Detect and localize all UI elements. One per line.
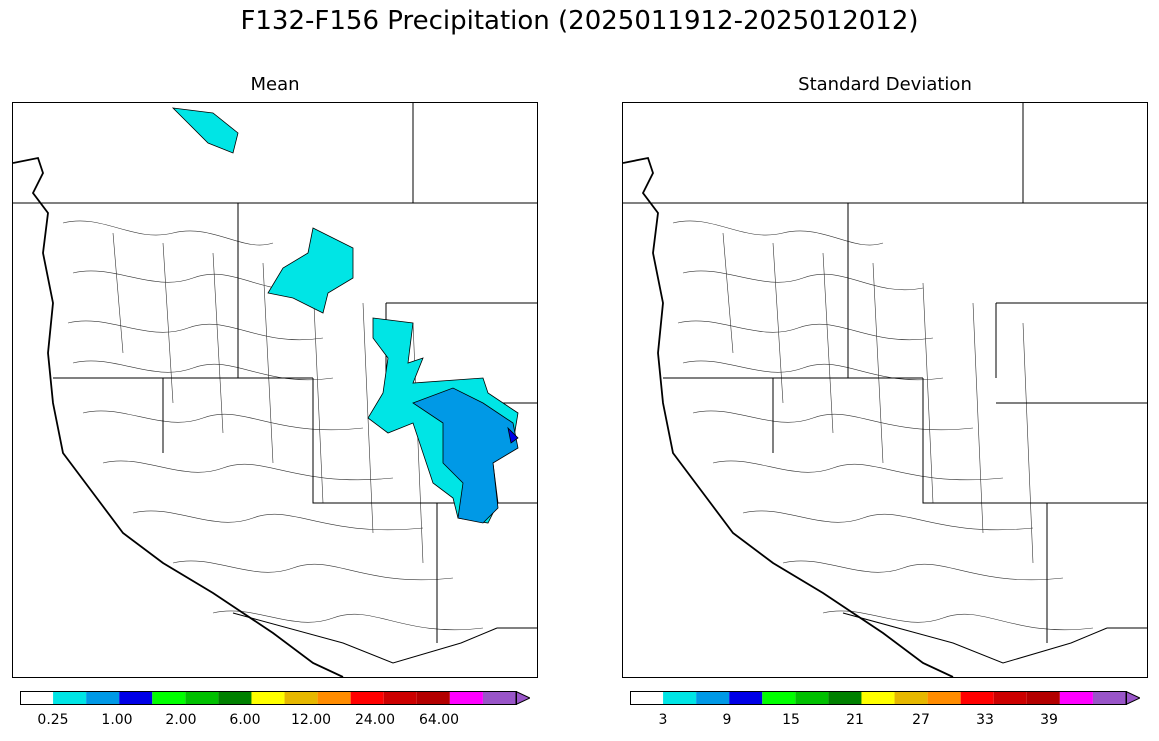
stddev-colorbar-swatch	[729, 691, 763, 705]
stddev-colorbar-swatch	[861, 691, 895, 705]
mean-colorbar-outline	[20, 691, 517, 705]
stddev-panel-title: Standard Deviation	[798, 74, 972, 95]
mean-colorbar-swatch	[86, 691, 120, 705]
stddev-map	[622, 102, 1148, 678]
mean-colorbar-tick-label: 6.00	[229, 712, 261, 728]
stddev-colorbar-swatch	[795, 691, 829, 705]
mean-colorbar-swatch	[317, 691, 351, 705]
mean-colorbar-tick-label: 64.00	[418, 712, 460, 728]
stddev-colorbar-swatch	[663, 691, 697, 705]
mean-colorbar-tick-label: 1.00	[101, 712, 133, 728]
stddev-colorbar-outline	[630, 691, 1127, 705]
mean-colorbar-tick-label: 12.00	[290, 712, 332, 728]
mean-colorbar-swatch	[218, 691, 252, 705]
mean-colorbar-swatch	[251, 691, 285, 705]
stddev-colorbar-tick-label: 27	[912, 712, 930, 728]
mean-colorbar-swatch	[53, 691, 87, 705]
stddev-colorbar-swatch	[960, 691, 994, 705]
mean-panel-title: Mean	[250, 74, 300, 95]
mean-colorbar-swatch	[350, 691, 384, 705]
mean-colorbar-extend-arrow	[515, 690, 532, 706]
stddev-colorbar-swatch	[1092, 691, 1126, 705]
mean-colorbar-swatch	[416, 691, 450, 705]
mean-colorbar-tick-label: 0.25	[37, 712, 69, 728]
figure-title: F132-F156 Precipitation (2025011912-2025…	[240, 6, 919, 36]
mean-colorbar-swatch	[482, 691, 516, 705]
stddev-colorbar-extend-arrow	[1125, 690, 1142, 706]
stddev-colorbar-swatch	[828, 691, 862, 705]
stddev-colorbar-swatch	[927, 691, 961, 705]
stddev-colorbar-swatch	[993, 691, 1027, 705]
stddev-colorbar-swatch	[894, 691, 928, 705]
stddev-colorbar-swatch	[696, 691, 730, 705]
mean-colorbar-swatch	[119, 691, 153, 705]
stddev-colorbar-tick-label: 3	[658, 712, 668, 728]
stddev-colorbar-tick-label: 21	[846, 712, 864, 728]
mean-colorbar	[20, 690, 532, 706]
mean-colorbar-swatch	[383, 691, 417, 705]
stddev-colorbar-swatch	[1059, 691, 1093, 705]
stddev-colorbar-tick-label: 33	[976, 712, 994, 728]
stddev-colorbar-swatch	[1026, 691, 1060, 705]
stddev-colorbar-swatch	[762, 691, 796, 705]
stddev-colorbar-tick-label: 15	[782, 712, 800, 728]
mean-colorbar-swatch	[185, 691, 219, 705]
mean-colorbar-tick-label: 2.00	[165, 712, 197, 728]
mean-map	[12, 102, 538, 678]
mean-colorbar-swatch	[152, 691, 186, 705]
mean-colorbar-swatch	[284, 691, 318, 705]
stddev-colorbar-swatch	[630, 691, 664, 705]
mean-colorbar-tick-label: 24.00	[354, 712, 396, 728]
stddev-colorbar	[630, 690, 1142, 706]
stddev-colorbar-tick-label: 39	[1040, 712, 1058, 728]
mean-colorbar-swatch	[449, 691, 483, 705]
stddev-colorbar-tick-label: 9	[722, 712, 732, 728]
mean-colorbar-swatch	[20, 691, 54, 705]
